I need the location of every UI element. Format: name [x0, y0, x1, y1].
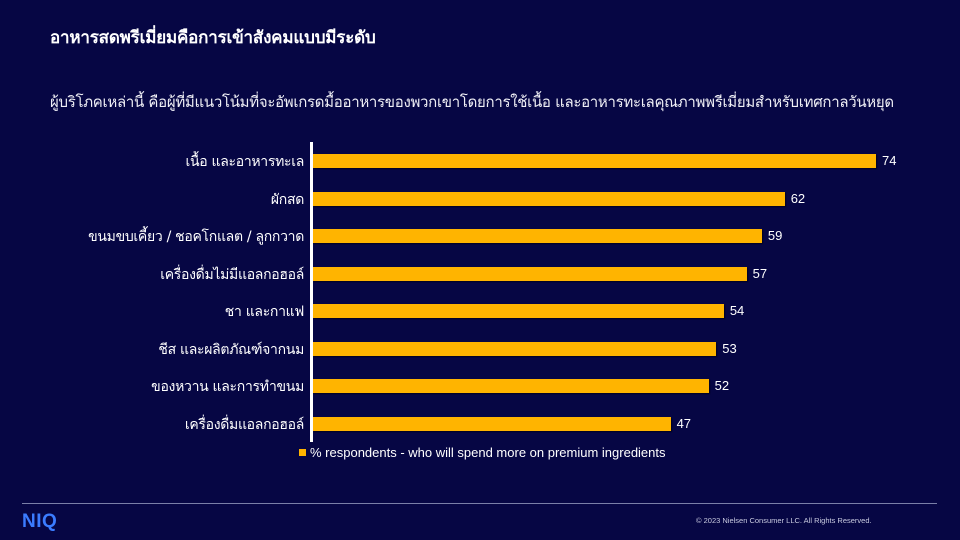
chart-row: เนื้อ และอาหารทะเล 74 [0, 149, 960, 173]
value-label: 52 [714, 378, 730, 393]
chart-row: ของหวาน และการทำขนม 52 [0, 374, 960, 398]
category-label: เครื่องดื่มไม่มีแอลกอฮอล์ [160, 266, 304, 283]
chart-row: ชีส และผลิตภัณฑ์จากนม 53 [0, 337, 960, 361]
category-label: เนื้อ และอาหารทะเล [185, 154, 304, 170]
bar [313, 379, 709, 393]
bar [313, 266, 747, 281]
page-subtitle: ผู้บริโภคเหล่านี้ คือผู้ที่มีแนวโน้มที่จ… [50, 93, 894, 111]
chart-row: เครื่องดื่มไม่มีแอลกอฮอล์ 57 [0, 262, 960, 286]
bar-chart: เนื้อ และอาหารทะเล 74 ผักสด 62 ขนมขบเคี้… [0, 142, 960, 460]
chart-row: ขนมขบเคี้ยว / ชอคโกแลต / ลูกกวาด 59 [0, 224, 960, 248]
category-label: เครื่องดื่มแอลกอฮอล์ [184, 416, 304, 433]
bar [313, 416, 671, 431]
value-label: 74 [882, 153, 897, 168]
copyright-text: © 2023 Nielsen Consumer LLC. All Rights … [696, 516, 872, 525]
legend-label: % respondents - who will spend more on p… [310, 445, 666, 460]
category-label: ชา และกาแฟ [224, 304, 305, 320]
category-label: ขนมขบเคี้ยว / ชอคโกแลต / ลูกกวาด [88, 229, 304, 245]
value-label: 54 [729, 303, 745, 318]
category-label: ผักสด [270, 191, 304, 208]
value-label: 57 [752, 265, 768, 281]
bar [313, 154, 876, 168]
footer-divider [22, 503, 937, 504]
legend-swatch-icon [299, 449, 306, 456]
page-title: อาหารสดพรีเมี่ยมคือการเข้าสังคมแบบมีระดั… [50, 28, 376, 48]
bar [313, 304, 724, 318]
category-label: ชีส และผลิตภัณฑ์จากนม [158, 341, 304, 358]
chart-row: ผักสด 62 [0, 187, 960, 211]
chart-row: เครื่องดื่มแอลกอฮอล์ 47 [0, 412, 960, 436]
bar [313, 229, 762, 243]
bar [313, 341, 717, 356]
bar [313, 191, 785, 206]
value-label: 53 [722, 340, 737, 356]
chart-axis-line [310, 142, 313, 442]
category-label: ของหวาน และการทำขนม [151, 379, 304, 395]
chart-row: ชา และกาแฟ 54 [0, 299, 960, 323]
value-label: 59 [767, 228, 783, 243]
value-label: 47 [676, 415, 692, 431]
value-label: 62 [790, 190, 806, 206]
niq-logo: NIQ [22, 511, 58, 532]
chart-legend: % respondents - who will spend more on p… [299, 445, 666, 460]
